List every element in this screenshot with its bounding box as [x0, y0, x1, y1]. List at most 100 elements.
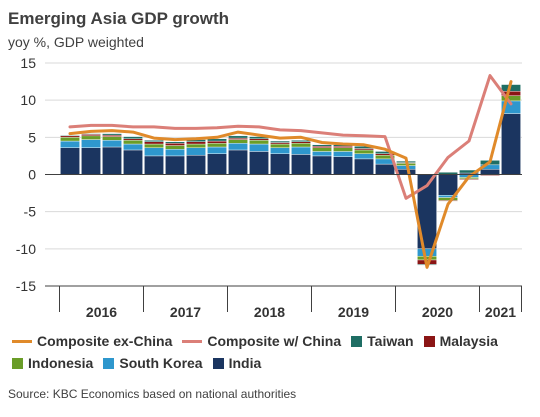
x-year-label: 2017	[170, 304, 201, 320]
bar-malaysia	[186, 141, 206, 145]
bar-taiwan	[123, 136, 143, 140]
bar-taiwan	[291, 140, 311, 142]
line-composite_ex_china	[68, 80, 513, 269]
legend-label: Composite w/ China	[207, 333, 342, 349]
bar-taiwan	[312, 144, 332, 147]
bar-india	[396, 169, 416, 175]
bar-south_korea	[186, 147, 206, 156]
y-tick-label: -5	[24, 204, 37, 220]
y-tick-label: 0	[28, 167, 36, 183]
bar-indonesia	[207, 143, 227, 148]
bar-indonesia	[186, 143, 206, 148]
legend-swatch	[351, 335, 363, 347]
bar-india	[102, 146, 122, 175]
bar-indonesia	[165, 145, 185, 150]
legend-swatch	[12, 357, 23, 369]
y-tick-label: -15	[16, 278, 36, 294]
legend-row: Indonesia South Korea India	[12, 352, 532, 374]
legend-item-taiwan: Taiwan	[351, 333, 414, 349]
bar-taiwan	[270, 140, 290, 143]
legend-swatch	[103, 357, 115, 369]
x-year-label: 2021	[485, 304, 516, 320]
x-year-label: 2020	[422, 304, 453, 320]
legend-label: Indonesia	[28, 355, 94, 371]
bar-south_korea	[123, 143, 143, 151]
legend-swatch	[423, 335, 435, 347]
bar-indonesia	[312, 147, 332, 152]
bar-taiwan	[228, 135, 248, 139]
bar-malaysia	[333, 146, 353, 148]
bar-india	[186, 154, 206, 175]
bar-taiwan	[207, 138, 227, 142]
source-note: Source: KBC Economics based on national …	[8, 387, 297, 401]
bar-south_korea	[396, 165, 416, 170]
bar-india	[354, 158, 374, 175]
bar-indonesia	[123, 140, 143, 145]
legend-label: Composite ex-China	[37, 333, 173, 349]
legend-swatch	[12, 339, 32, 343]
bar-india	[270, 153, 290, 175]
chart-title: Emerging Asia GDP growth	[8, 9, 230, 28]
bar-south_korea	[102, 140, 122, 148]
bar-south_korea	[60, 140, 80, 148]
y-tick-label: 10	[20, 92, 36, 108]
bar-indonesia	[81, 135, 101, 140]
axis-layer: 15 10 5 0 -5 -10 -15 2016 2017 2018 2019 2020 2021	[16, 55, 522, 320]
bar-malaysia	[207, 140, 227, 144]
legend-item-india: India	[212, 355, 262, 371]
bar-india	[207, 153, 227, 175]
x-year-label: 2019	[338, 304, 369, 320]
bar-india	[165, 155, 185, 175]
bar-indonesia	[144, 143, 164, 148]
bar-indonesia	[354, 149, 374, 154]
bar-india	[333, 156, 353, 175]
bar-south_korea	[333, 151, 353, 157]
legend-label: South Korea	[119, 355, 203, 371]
bar-taiwan	[144, 140, 164, 142]
bar-india	[144, 155, 164, 175]
bar-malaysia	[291, 141, 311, 144]
bar-india	[249, 151, 269, 175]
legend-item-malaysia: Malaysia	[423, 333, 498, 349]
bar-taiwan	[165, 141, 185, 144]
bar-south_korea	[144, 147, 164, 157]
y-tick-label: -10	[16, 241, 36, 257]
bar-indonesia	[438, 197, 458, 201]
line-composite_w_china	[68, 74, 513, 200]
bar-malaysia	[438, 200, 458, 202]
legend-item-south-korea: South Korea	[103, 355, 203, 371]
bar-south_korea	[165, 149, 185, 157]
legend-swatch	[212, 357, 224, 369]
bar-south_korea	[354, 153, 374, 160]
bar-malaysia	[249, 138, 269, 141]
legend-swatch	[182, 339, 203, 343]
bar-malaysia	[354, 148, 374, 151]
bar-taiwan	[60, 134, 80, 137]
bar-south_korea	[270, 147, 290, 154]
bar-india	[228, 149, 248, 175]
legend-item-indonesia: Indonesia	[12, 355, 93, 371]
bar-indonesia	[102, 136, 122, 141]
legend-item-composite-ex-china: Composite ex-China	[12, 333, 172, 349]
x-year-label: 2018	[254, 304, 285, 320]
bar-malaysia	[144, 141, 164, 145]
bar-india	[480, 169, 500, 175]
bar-malaysia	[480, 175, 500, 177]
bar-indonesia	[228, 139, 248, 144]
bar-malaysia	[228, 137, 248, 140]
bar-taiwan	[102, 133, 122, 136]
bar-malaysia	[165, 143, 185, 146]
legend-label: Taiwan	[367, 333, 414, 349]
bar-india	[312, 155, 332, 175]
bar-south_korea	[207, 146, 227, 154]
bar-india	[501, 113, 521, 175]
legend-label: India	[228, 355, 262, 371]
bar-malaysia	[123, 138, 143, 141]
bar-indonesia	[417, 256, 437, 261]
legend-row: Composite ex-China Composite w/ China Taiw…	[12, 330, 532, 352]
chart-plot: 15 10 5 0 -5 -10 -15 2016 2017 2018 2019 2020 2021	[16, 55, 522, 320]
bar-indonesia	[333, 147, 353, 152]
y-tick-label: 5	[28, 129, 36, 145]
bar-malaysia	[60, 135, 80, 138]
legend-label: Malaysia	[439, 333, 498, 349]
